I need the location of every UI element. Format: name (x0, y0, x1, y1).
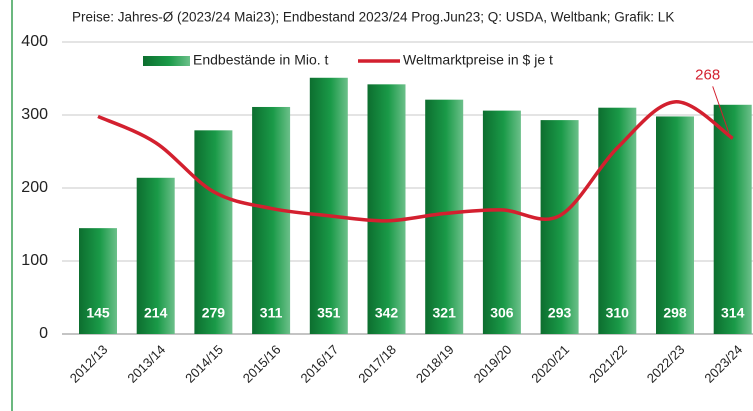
x-tick-label: 2016/17 (298, 342, 342, 386)
legend-label: Weltmarktpreise in $ je t (403, 52, 553, 68)
x-tick-label: 2015/16 (240, 342, 284, 386)
x-tick-label: 2022/23 (644, 342, 688, 386)
bar (656, 116, 694, 335)
bar-value-label: 145 (86, 305, 110, 321)
bar (194, 130, 233, 334)
bar-value-label: 214 (144, 305, 168, 321)
x-tick-label: 2021/22 (586, 342, 630, 386)
bar (540, 120, 579, 334)
bar (713, 104, 752, 334)
bar-value-label: 293 (548, 305, 572, 321)
bar (309, 77, 348, 335)
bar-value-label: 279 (202, 305, 226, 321)
y-tick-label: 300 (21, 106, 48, 123)
bar-value-label: 298 (663, 305, 687, 321)
x-tick-label: 2014/15 (182, 342, 226, 386)
y-tick-label: 0 (39, 325, 48, 342)
price-line (97, 100, 734, 223)
y-tick-label: 100 (21, 252, 48, 269)
legend-label: Endbestände in Mio. t (193, 52, 329, 68)
x-tick-label: 2020/21 (528, 342, 572, 386)
x-tick-label: 2017/18 (355, 342, 399, 386)
bar (367, 84, 406, 334)
y-tick-label: 200 (21, 179, 48, 196)
legend-swatch (143, 56, 190, 66)
bar-value-label: 351 (317, 305, 341, 321)
bar-value-label: 342 (375, 305, 399, 321)
label-leader (712, 86, 730, 133)
bar (136, 177, 175, 334)
bar-value-label: 311 (260, 305, 283, 321)
bar (252, 106, 291, 334)
y-tick-label: 400 (21, 33, 48, 50)
bar-value-label: 314 (721, 305, 745, 321)
bar (598, 107, 637, 334)
subtitle: Preise: Jahres-Ø (2023/24 Mai23); Endbes… (72, 10, 674, 25)
bar (79, 228, 117, 334)
x-tick-label: 2019/20 (471, 342, 515, 386)
line-value-label: 268 (695, 66, 720, 83)
bar (482, 110, 521, 335)
x-tick-label: 2012/13 (67, 342, 111, 386)
x-tick-label: 2018/19 (413, 342, 457, 386)
bar-value-label: 306 (490, 305, 514, 321)
bar-value-label: 310 (606, 305, 630, 321)
x-tick-label: 2023/24 (701, 342, 745, 386)
x-tick-label: 2013/14 (124, 342, 168, 386)
bar-value-label: 321 (433, 305, 457, 321)
